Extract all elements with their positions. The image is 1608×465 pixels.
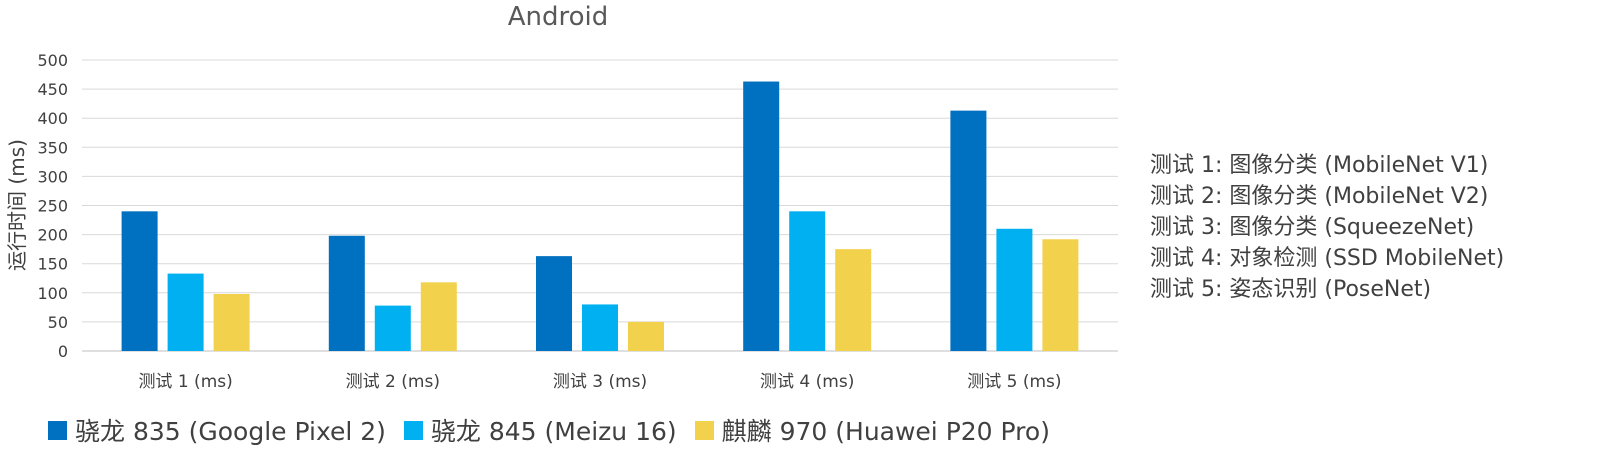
legend-item: 骁龙 835 (Google Pixel 2) <box>48 412 386 448</box>
y-axis-ticks: 0 50 100 150 200 250 300 350 400 450 500 <box>37 51 68 361</box>
bar <box>121 211 158 351</box>
legend-item: 骁龙 845 (Meizu 16) <box>403 412 677 448</box>
y-tick-label: 300 <box>37 167 68 186</box>
x-category-label: 测试 5 (ms) <box>967 372 1061 392</box>
y-tick-label: 250 <box>37 197 68 216</box>
bar <box>213 293 250 351</box>
test-descriptions: 测试 1: 图像分类 (MobileNet V1) 测试 2: 图像分类 (Mob… <box>1150 150 1504 305</box>
test-description: 测试 2: 图像分类 (MobileNet V2) <box>1150 184 1489 209</box>
test-description: 测试 3: 图像分类 (SqueezeNet) <box>1150 215 1475 240</box>
bars <box>121 81 1079 351</box>
legend: 骁龙 835 (Google Pixel 2) 骁龙 845 (Meizu 16)… <box>48 412 1068 448</box>
test-description: 测试 4: 对象检测 (SSD MobileNet) <box>1150 246 1505 271</box>
y-tick-label: 200 <box>37 226 68 245</box>
y-tick-label: 150 <box>37 255 68 274</box>
y-tick-label: 450 <box>37 80 68 99</box>
bar <box>628 321 664 351</box>
legend-swatch <box>694 420 714 440</box>
bar <box>950 110 987 351</box>
y-axis-label: 运行时间 (ms) <box>5 139 29 271</box>
bar <box>374 305 411 351</box>
x-category-label: 测试 2 (ms) <box>346 372 440 392</box>
bar <box>328 235 365 351</box>
legend-label: 骁龙 835 (Google Pixel 2) <box>75 417 386 446</box>
bar <box>835 249 872 351</box>
test-description: 测试 5: 姿态识别 (PoseNet) <box>1150 277 1432 302</box>
y-tick-label: 350 <box>37 138 68 157</box>
x-category-label: 测试 4 (ms) <box>760 372 854 392</box>
bar <box>743 81 780 351</box>
test-description: 测试 1: 图像分类 (MobileNet V1) <box>1150 153 1489 178</box>
x-axis-categories: 测试 1 (ms) 测试 2 (ms) 测试 3 (ms) 测试 4 (ms) 测试 5… <box>138 372 1061 392</box>
legend-item: 麒麟 970 (Huawei P20 Pro) <box>694 412 1050 448</box>
y-tick-label: 500 <box>37 51 68 70</box>
y-tick-label: 0 <box>58 342 68 361</box>
legend-swatch <box>403 420 423 440</box>
chart-title: Android <box>508 2 609 32</box>
legend-label: 骁龙 845 (Meizu 16) <box>430 417 677 446</box>
y-tick-label: 50 <box>48 313 68 332</box>
bar <box>1042 239 1079 351</box>
x-category-label: 测试 3 (ms) <box>553 372 647 392</box>
bar <box>167 273 204 351</box>
bar <box>996 228 1033 351</box>
legend-swatch <box>48 420 67 440</box>
gridlines <box>82 59 1118 352</box>
y-tick-label: 400 <box>37 109 68 128</box>
bar <box>536 256 572 351</box>
y-tick-label: 100 <box>37 284 68 303</box>
bar <box>789 211 826 351</box>
bar <box>582 304 618 351</box>
legend-label: 麒麟 970 (Huawei P20 Pro) <box>721 417 1050 446</box>
x-category-label: 测试 1 (ms) <box>138 372 232 392</box>
bar <box>420 282 457 351</box>
